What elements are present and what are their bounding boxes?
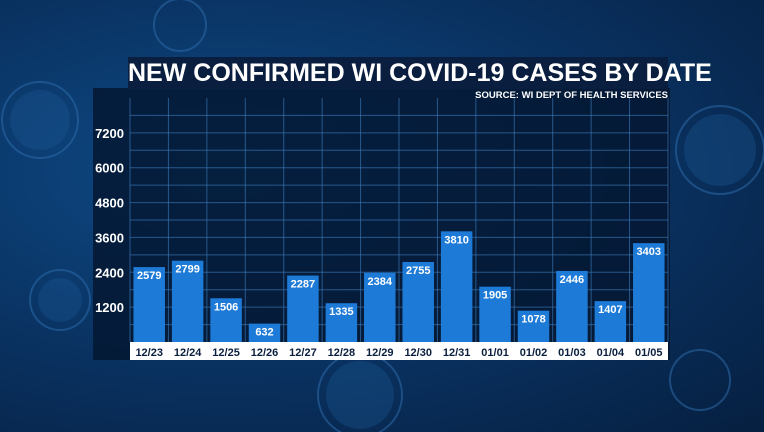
x-tick-label: 01/04: [597, 347, 625, 359]
bar-value-label: 1335: [329, 306, 353, 318]
bar-value-label: 1506: [214, 301, 238, 313]
y-tick-label: 7200: [95, 126, 124, 141]
y-tick-label: 6000: [95, 161, 124, 176]
x-tick-label: 01/02: [520, 347, 548, 359]
y-tick-label: 4800: [95, 196, 124, 211]
bar-value-label: 2579: [137, 270, 161, 282]
x-tick-label: 12/27: [289, 347, 317, 359]
bar-value-label: 1905: [483, 290, 507, 302]
x-tick-label: 12/26: [251, 347, 279, 359]
x-tick-label: 12/28: [328, 347, 356, 359]
bar-value-label: 1407: [598, 304, 622, 316]
bar-value-label: 2384: [368, 276, 393, 288]
bar-value-label: 2755: [406, 265, 430, 277]
x-tick-label: 01/05: [635, 347, 663, 359]
x-tick-label: 12/30: [404, 347, 432, 359]
bar-value-label: 3403: [637, 246, 661, 258]
y-tick-label: 2400: [95, 265, 124, 280]
bar-value-label: 2799: [175, 264, 199, 276]
x-tick-label: 12/31: [443, 347, 471, 359]
x-tick-label: 01/01: [481, 347, 509, 359]
x-tick-label: 12/25: [212, 347, 240, 359]
bar-value-label: 3810: [444, 234, 468, 246]
x-tick-label: 12/24: [174, 347, 202, 359]
y-tick-label: 3600: [95, 230, 124, 245]
bar: [441, 231, 473, 342]
bar-value-label: 1078: [521, 314, 545, 326]
bar-value-label: 2446: [560, 274, 584, 286]
x-tick-label: 12/29: [366, 347, 394, 359]
x-tick-label: 12/23: [135, 347, 163, 359]
bar-value-label: 2287: [291, 279, 315, 291]
x-tick-label: 01/03: [558, 347, 586, 359]
y-tick-label: 1200: [95, 300, 124, 315]
bar-value-label: 632: [255, 327, 273, 339]
